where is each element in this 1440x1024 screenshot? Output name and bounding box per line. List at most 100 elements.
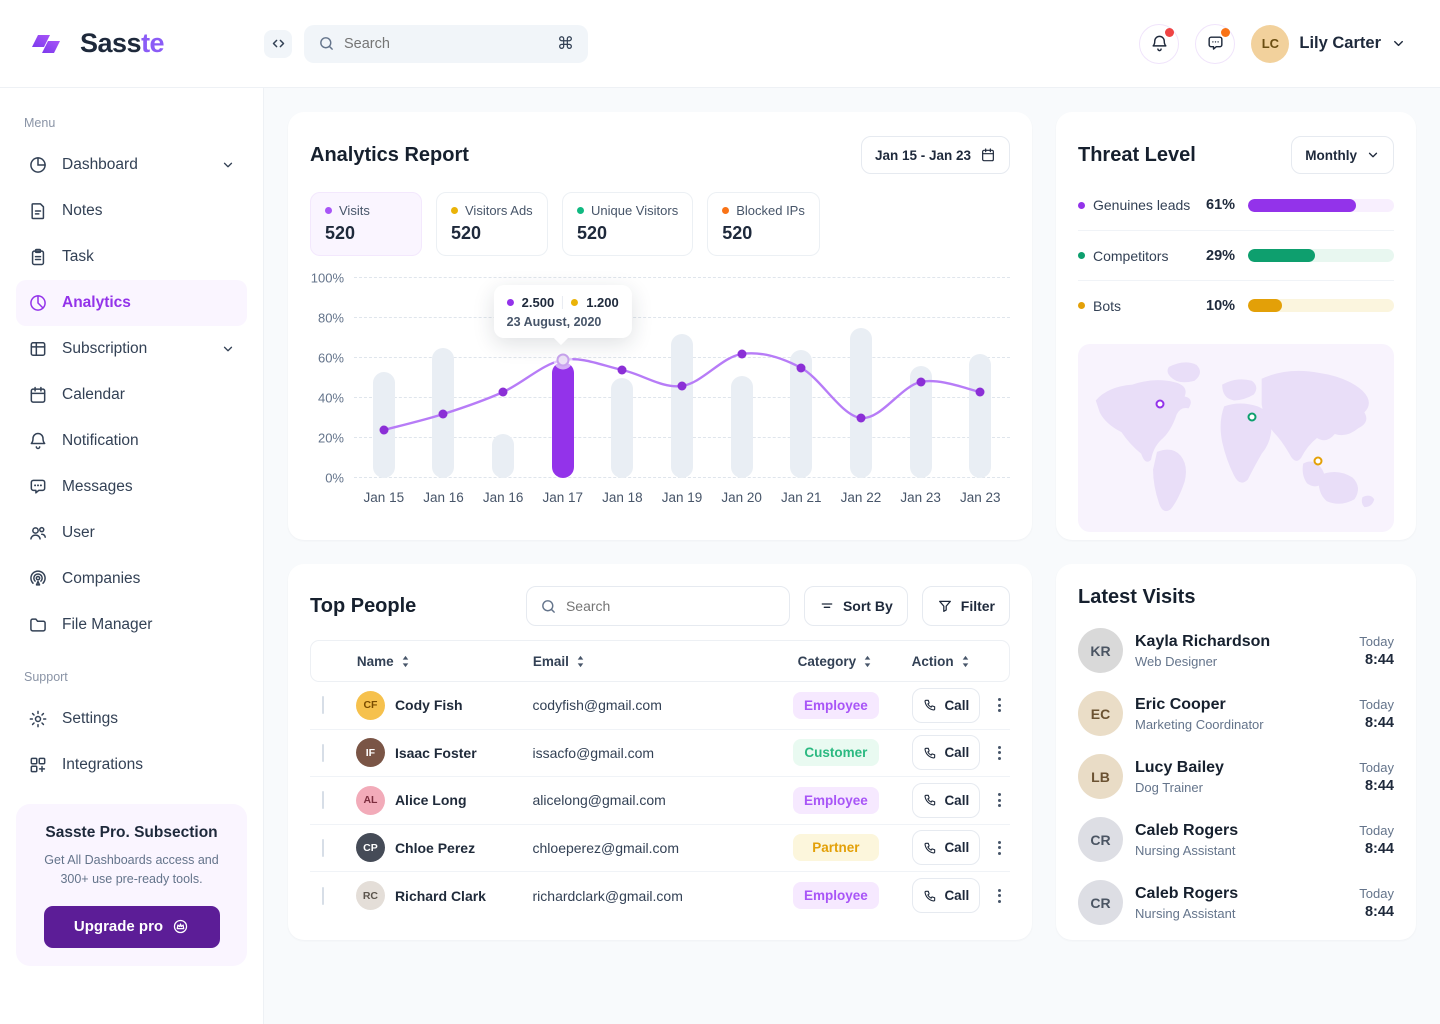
user-menu[interactable]: LC Lily Carter (1251, 24, 1406, 63)
people-search[interactable] (525, 586, 790, 626)
notifications-button[interactable] (1139, 23, 1180, 64)
chart-bar[interactable] (551, 362, 574, 478)
filter-button[interactable]: Filter (921, 586, 1010, 626)
latest-visits-title: Latest Visits (1078, 586, 1196, 608)
menu-section-label: Menu (24, 116, 56, 130)
row-checkbox[interactable] (322, 886, 324, 905)
brand-logo: Sasste (0, 27, 264, 61)
chart-trend-line (354, 278, 1010, 478)
chart-bar[interactable] (849, 328, 872, 478)
visit-time: 8:44 (1364, 777, 1394, 794)
chart-bar[interactable] (492, 434, 515, 478)
x-axis-tick: Jan 23 (900, 490, 941, 505)
sidebar-item-notes[interactable]: Notes (16, 188, 247, 234)
row-checkbox[interactable] (322, 743, 324, 762)
bell-icon (30, 432, 46, 450)
row-menu-button[interactable] (994, 885, 1005, 907)
column-header-email[interactable]: Email (533, 654, 765, 669)
sort-by-button[interactable]: Sort By (803, 586, 908, 626)
global-search-input[interactable] (344, 35, 548, 52)
call-button[interactable]: Call (912, 687, 981, 723)
chart-bar[interactable] (372, 372, 395, 478)
visit-list-item[interactable]: KR Kayla Richardson Web Designer Today 8:44 (1078, 619, 1394, 682)
main-content: Analytics Report Jan 15 - Jan 23 Visits … (264, 88, 1440, 1024)
stat-value: 520 (577, 223, 608, 243)
stat-chip-blocked-ips[interactable]: Blocked IPs 520 (707, 192, 820, 256)
call-label: Call (944, 745, 970, 761)
call-button[interactable]: Call (912, 782, 981, 818)
chart-data-point[interactable] (975, 387, 985, 397)
call-button[interactable]: Call (912, 830, 981, 866)
chart-data-point[interactable] (556, 353, 570, 367)
sidebar-item-notification[interactable]: Notification (16, 418, 247, 464)
sidebar-item-file-manager[interactable]: File Manager (16, 602, 247, 648)
people-table-row: AL Alice Long alicelong@gmail.com Employee C… (310, 777, 1010, 825)
sidebar-collapse-button[interactable] (264, 29, 292, 58)
threat-period-select[interactable]: Monthly (1291, 136, 1394, 174)
row-checkbox[interactable] (322, 791, 324, 810)
chart-bar[interactable] (909, 366, 932, 478)
chart-bar[interactable] (671, 334, 694, 478)
chart-data-point[interactable] (677, 381, 687, 391)
row-menu-button[interactable] (994, 742, 1005, 764)
sort-arrows-icon (577, 655, 584, 667)
column-header-action[interactable]: Action (906, 654, 1009, 669)
column-header-category[interactable]: Category (765, 654, 905, 669)
sidebar-item-calendar[interactable]: Calendar (16, 372, 247, 418)
global-search[interactable]: ⌘ (304, 24, 588, 63)
chart-data-point[interactable] (737, 349, 747, 359)
chart-bar[interactable] (730, 376, 753, 478)
pro-promo-card: Sasste Pro. Subsection Get All Dashboard… (16, 804, 247, 966)
sidebar-item-messages[interactable]: Messages (16, 464, 247, 510)
row-checkbox[interactable] (322, 696, 324, 715)
row-checkbox[interactable] (322, 838, 324, 857)
chart-data-point[interactable] (856, 413, 866, 423)
stat-chip-visits[interactable]: Visits 520 (310, 192, 422, 256)
upgrade-pro-button[interactable]: Upgrade pro (43, 905, 220, 948)
chart-data-point[interactable] (796, 363, 806, 373)
user-name: Lily Carter (1299, 34, 1381, 52)
chart-data-point[interactable] (498, 387, 508, 397)
map-marker[interactable] (1155, 399, 1165, 409)
stat-label: Blocked IPs (736, 203, 805, 218)
visit-list-item[interactable]: LB Lucy Bailey Dog Trainer Today 8:44 (1078, 745, 1394, 808)
people-table-header: Name Email Category Action (310, 640, 1010, 682)
phone-icon (924, 795, 936, 806)
stat-chip-visitors-ads[interactable]: Visitors Ads 520 (436, 192, 548, 256)
row-menu-button[interactable] (994, 789, 1005, 811)
sidebar-item-companies[interactable]: Companies (16, 556, 247, 602)
sidebar-item-subscription[interactable]: Subscription (16, 326, 247, 372)
visit-list-item[interactable]: CR Caleb Rogers Nursing Assistant Today 8:44 (1078, 871, 1394, 934)
threat-percent: 10% (1206, 297, 1236, 314)
promo-title: Sasste Pro. Subsection (45, 824, 218, 841)
sidebar-item-analytics[interactable]: Analytics (16, 280, 247, 326)
call-button[interactable]: Call (912, 878, 981, 914)
map-marker[interactable] (1313, 456, 1323, 466)
sidebar-item-task[interactable]: Task (16, 234, 247, 280)
column-header-name[interactable]: Name (355, 654, 533, 669)
row-menu-button[interactable] (994, 694, 1005, 716)
chart-data-point[interactable] (916, 377, 926, 387)
person-email: codyfish@gmail.com (532, 697, 662, 714)
chart-data-point[interactable] (617, 365, 627, 375)
sidebar-item-user[interactable]: User (16, 510, 247, 556)
visit-list-item[interactable]: EC Eric Cooper Marketing Coordinator Today 8… (1078, 682, 1394, 745)
chart-bar[interactable] (611, 378, 634, 478)
y-axis-tick: 80% (317, 310, 344, 326)
sidebar-item-dashboard[interactable]: Dashboard (16, 142, 247, 188)
people-search-input[interactable] (565, 598, 776, 614)
sidebar-item-integrations[interactable]: Integrations (16, 742, 247, 788)
sidebar-item-settings[interactable]: Settings (16, 696, 247, 742)
messages-button[interactable] (1195, 23, 1236, 64)
date-range-picker[interactable]: Jan 15 - Jan 23 (860, 136, 1010, 174)
call-button[interactable]: Call (912, 735, 981, 771)
visitor-role: Nursing Assistant (1135, 842, 1236, 858)
row-menu-button[interactable] (994, 837, 1005, 859)
chart-bar[interactable] (790, 350, 813, 478)
chart-data-point[interactable] (438, 409, 448, 419)
visit-list-item[interactable]: CR Caleb Rogers Nursing Assistant Today 8:44 (1078, 808, 1394, 871)
stat-chip-unique-visitors[interactable]: Unique Visitors 520 (562, 192, 694, 256)
chart-bar[interactable] (969, 354, 992, 478)
map-marker[interactable] (1247, 412, 1257, 422)
chart-data-point[interactable] (379, 425, 389, 435)
